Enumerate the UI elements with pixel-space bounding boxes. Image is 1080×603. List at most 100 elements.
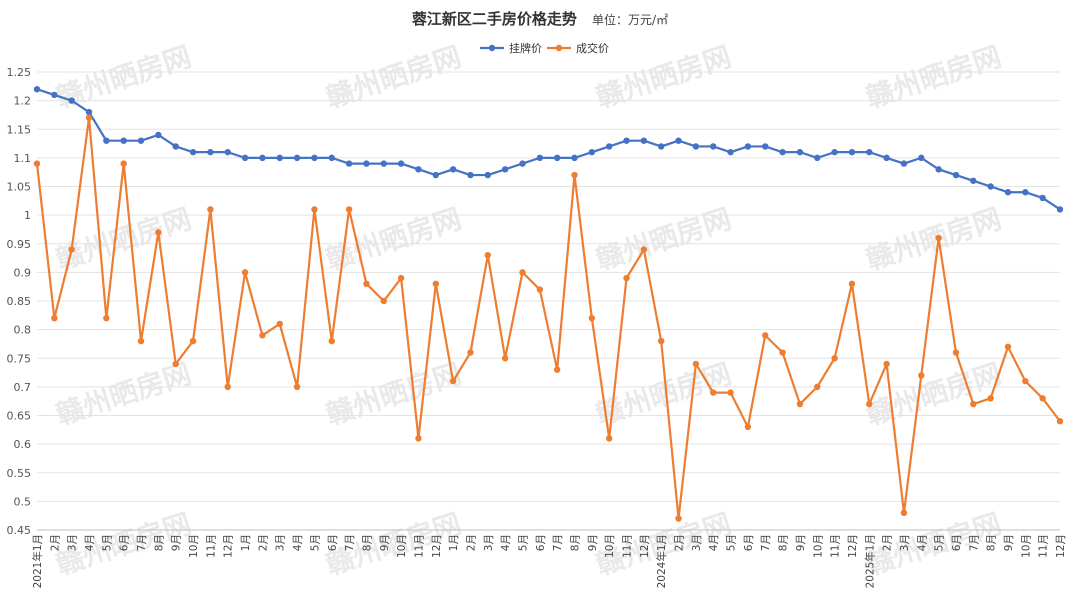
- data-point: [866, 148, 873, 156]
- data-point: [85, 108, 93, 116]
- data-point: [380, 160, 387, 167]
- x-tick-label: 1月: [448, 534, 460, 551]
- data-point: [605, 435, 613, 442]
- data-point: [883, 360, 890, 368]
- data-point: [536, 286, 544, 293]
- x-tick-label: 10月: [188, 534, 200, 558]
- data-point: [311, 154, 318, 162]
- data-point: [553, 366, 561, 373]
- y-tick-label: 0.85: [7, 295, 32, 308]
- x-tick-label: 11月: [205, 534, 217, 558]
- data-point: [241, 154, 249, 162]
- x-tick-label: 3月: [691, 534, 703, 551]
- data-point: [328, 154, 335, 162]
- data-point: [207, 206, 214, 213]
- x-tick-label: 2024年1月: [655, 534, 668, 588]
- data-point: [866, 400, 873, 408]
- data-point: [155, 131, 162, 139]
- x-tick-label: 11月: [622, 534, 634, 558]
- data-point: [987, 395, 994, 402]
- x-tick-label: 8月: [570, 534, 582, 551]
- data-point: [345, 160, 353, 167]
- data-point: [224, 148, 231, 156]
- data-point: [259, 154, 266, 162]
- data-point: [1056, 418, 1064, 425]
- data-point: [571, 154, 578, 162]
- data-point: [1004, 343, 1012, 350]
- data-point: [33, 160, 41, 167]
- data-point: [85, 114, 93, 122]
- data-point: [51, 314, 58, 322]
- x-tick-label: 2月: [465, 534, 477, 551]
- data-point: [449, 166, 457, 173]
- y-tick-label: 0.95: [7, 238, 32, 251]
- data-point: [1039, 194, 1046, 202]
- x-tick-label: 11月: [830, 534, 842, 558]
- watermark-text: 赣州晒房网: [322, 40, 465, 115]
- data-point: [293, 383, 301, 391]
- x-tick-label: 8月: [153, 534, 165, 551]
- data-point: [831, 355, 838, 362]
- x-tick-label: 5月: [517, 534, 529, 551]
- data-point: [1022, 189, 1029, 196]
- data-point: [68, 246, 75, 253]
- x-tick-label: 4月: [708, 534, 720, 551]
- data-point: [172, 143, 179, 150]
- data-point: [137, 337, 145, 345]
- data-point: [137, 137, 145, 144]
- data-point: [952, 349, 960, 356]
- data-point: [484, 252, 492, 259]
- data-point: [449, 377, 457, 385]
- x-tick-label: 7月: [344, 534, 356, 551]
- data-point: [918, 154, 925, 162]
- data-point: [120, 137, 127, 144]
- data-point: [276, 154, 283, 162]
- y-tick-label: 0.8: [14, 324, 32, 337]
- watermark-text: 赣州晒房网: [592, 40, 735, 115]
- data-point: [432, 280, 439, 288]
- data-point: [467, 171, 474, 179]
- data-point: [189, 337, 197, 345]
- data-point: [51, 91, 58, 99]
- data-point: [536, 154, 544, 162]
- x-tick-label: 9月: [379, 534, 391, 551]
- data-point: [224, 383, 231, 391]
- x-tick-label: 10月: [1020, 534, 1032, 558]
- data-point: [779, 349, 786, 356]
- data-point: [103, 314, 110, 322]
- y-tick-label: 0.55: [7, 467, 32, 480]
- data-point: [952, 171, 960, 179]
- data-point: [155, 229, 162, 236]
- data-point: [415, 435, 422, 442]
- data-point: [692, 360, 700, 368]
- x-tick-label: 1月: [240, 534, 252, 551]
- data-point: [33, 85, 41, 93]
- data-point: [710, 389, 717, 396]
- y-tick-label: 1.2: [14, 95, 32, 108]
- chart-header: 蓉江新区二手房价格走势 单位：万元/㎡: [0, 8, 1080, 29]
- x-tick-label: 6月: [327, 534, 339, 551]
- data-point: [501, 166, 509, 173]
- data-point: [640, 246, 648, 253]
- legend: 挂牌价 成交价: [480, 41, 609, 55]
- data-point: [900, 160, 908, 167]
- x-tick-label: 2月: [257, 534, 269, 551]
- watermark-text: 赣州晒房网: [52, 40, 195, 115]
- data-point: [501, 355, 509, 362]
- data-point: [605, 143, 613, 150]
- x-tick-label: 12月: [223, 534, 235, 558]
- data-point: [311, 206, 318, 213]
- data-point: [467, 349, 474, 356]
- chart-title: 蓉江新区二手房价格走势: [411, 10, 577, 28]
- x-tick-label: 9月: [1003, 534, 1015, 551]
- watermark-text: 赣州晒房网: [322, 357, 465, 432]
- chart-subtitle: 单位：万元/㎡: [592, 13, 669, 27]
- data-point: [796, 148, 804, 156]
- x-tick-label: 2月: [49, 534, 61, 551]
- series-line: [35, 116, 1061, 520]
- x-tick-label: 6月: [119, 534, 131, 551]
- x-tick-label: 11月: [1038, 534, 1050, 558]
- data-point: [935, 166, 942, 173]
- x-tick-label: 12月: [639, 534, 651, 558]
